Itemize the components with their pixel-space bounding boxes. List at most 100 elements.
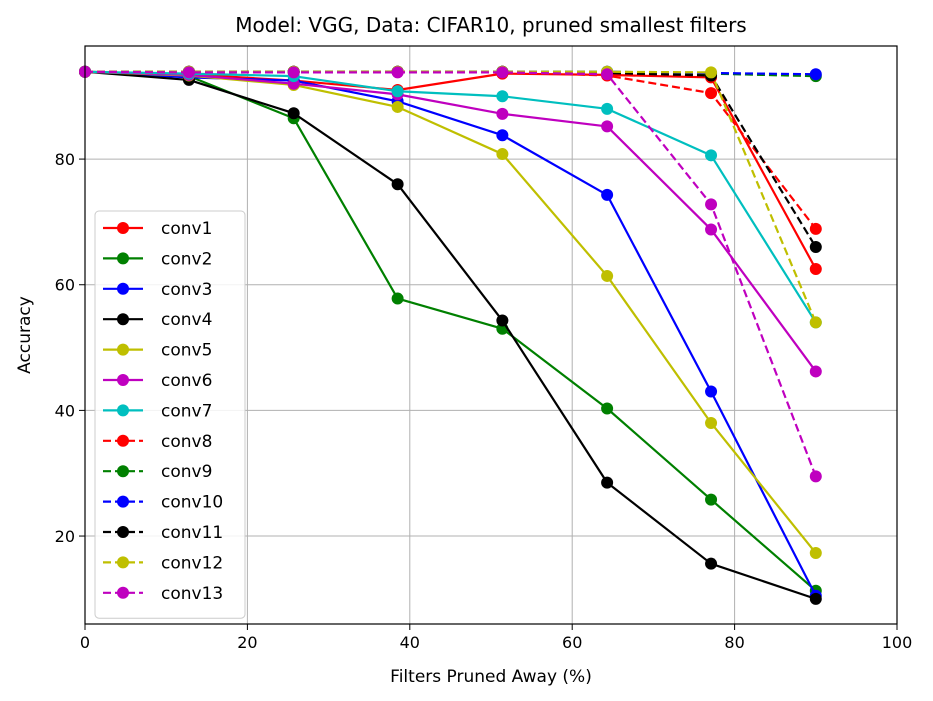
data-point-conv13 (287, 66, 300, 79)
data-point-conv11 (809, 241, 822, 254)
data-point-conv3 (496, 129, 509, 142)
x-tick-label: 100 (882, 633, 913, 652)
legend-swatch-marker (117, 404, 129, 417)
legend-entry-conv11: conv11 (103, 523, 223, 543)
legend-label: conv4 (161, 310, 212, 330)
legend-entry-conv8: conv8 (103, 432, 212, 452)
data-point-conv13 (705, 198, 718, 211)
legend-label: conv11 (161, 523, 223, 543)
legend-label: conv9 (161, 462, 212, 482)
y-tick-label: 60 (55, 276, 75, 295)
data-point-conv12 (705, 66, 718, 79)
legend-swatch-marker (117, 526, 129, 538)
legend-swatch-marker (117, 465, 129, 478)
legend-entry-conv6: conv6 (103, 371, 212, 391)
data-point-conv5 (391, 100, 404, 113)
legend-entry-conv12: conv12 (103, 553, 223, 573)
legend-label: conv13 (161, 584, 223, 604)
legend-entry-conv1: conv1 (103, 219, 212, 239)
legend-swatch-marker (117, 434, 129, 447)
legend-label: conv2 (161, 249, 212, 269)
data-point-conv5 (601, 269, 614, 282)
data-point-conv7 (601, 102, 614, 115)
data-point-conv7 (496, 90, 509, 103)
data-point-conv8 (705, 87, 718, 100)
data-point-conv3 (601, 188, 614, 201)
data-point-conv4 (705, 557, 718, 570)
data-point-conv4 (391, 178, 404, 191)
data-point-conv7 (391, 85, 404, 98)
legend-entry-conv3: conv3 (103, 280, 212, 300)
legend-swatch-marker (117, 586, 129, 599)
data-point-conv2 (391, 292, 404, 305)
x-tick-label: 80 (724, 633, 744, 652)
data-point-conv7 (705, 149, 718, 162)
legend-label: conv5 (161, 341, 212, 361)
legend-label: conv12 (161, 553, 223, 573)
legend-entry-conv10: conv10 (103, 493, 223, 513)
x-tick-label: 60 (562, 633, 582, 652)
data-point-conv3 (705, 385, 718, 398)
series-line-conv7 (84, 70, 817, 324)
legend-swatch-marker (117, 313, 129, 326)
series-line-conv6 (84, 70, 817, 373)
plot-frame (84, 45, 898, 625)
legend: conv1 conv2 conv3 conv4 conv5 conv6 conv7 conv8… (94, 210, 246, 619)
data-point-conv5 (809, 547, 822, 560)
data-point-conv5 (705, 416, 718, 429)
x-tick-label: 0 (80, 633, 90, 652)
data-point-conv13 (391, 66, 404, 79)
x-axis-label: Filters Pruned Away (%) (390, 667, 592, 687)
legend-swatch-marker (117, 252, 129, 265)
legend-swatch-marker (117, 282, 129, 295)
legend-entry-conv13: conv13 (103, 584, 223, 604)
legend-entry-conv2: conv2 (103, 249, 212, 269)
data-point-conv6 (809, 365, 822, 378)
legend-entry-conv4: conv4 (103, 310, 212, 330)
legend-entry-conv5: conv5 (103, 341, 212, 361)
y-tick-label: 20 (55, 527, 75, 546)
data-point-conv6 (705, 223, 718, 236)
data-point-conv13 (601, 68, 614, 81)
legend-label: conv1 (161, 219, 212, 239)
series-line-conv13 (84, 70, 817, 477)
data-point-conv12 (809, 316, 822, 329)
y-tick-label: 80 (55, 150, 75, 169)
series-line-conv2 (84, 70, 817, 592)
data-point-conv4 (809, 592, 822, 605)
series-layer (79, 65, 822, 605)
legend-swatch-marker (117, 556, 129, 569)
data-point-conv13 (809, 470, 822, 483)
data-point-conv6 (496, 107, 509, 120)
legend-swatch-marker (117, 374, 129, 386)
legend-label: conv3 (161, 280, 212, 300)
legend-swatch-marker (117, 343, 129, 356)
data-point-conv4 (496, 314, 509, 327)
data-point-conv4 (601, 476, 614, 489)
series-conv13 (79, 65, 822, 483)
data-point-conv4 (287, 107, 300, 120)
data-point-conv6 (601, 120, 614, 133)
data-point-conv2 (705, 493, 718, 506)
y-tick-label: 40 (55, 401, 75, 420)
y-axis-label: Accuracy (15, 296, 35, 374)
data-point-conv8 (809, 222, 822, 235)
legend-swatch-marker (117, 222, 129, 234)
legend-box (94, 210, 246, 619)
series-line-conv4 (84, 70, 817, 600)
x-tick-label: 40 (400, 633, 420, 652)
legend-label: conv6 (161, 371, 212, 391)
legend-entry-conv9: conv9 (103, 462, 212, 482)
legend-label: conv10 (161, 493, 223, 513)
legend-label: conv8 (161, 432, 212, 452)
data-point-conv10 (809, 68, 822, 81)
legend-entry-conv7: conv7 (103, 401, 212, 421)
legend-swatch-marker (117, 495, 129, 508)
ticks: 0 20 40 60 80 100 20 40 60 80 (55, 150, 913, 652)
legend-label: conv7 (161, 401, 212, 421)
data-point-conv2 (601, 402, 614, 415)
x-tick-label: 20 (237, 633, 257, 652)
data-point-conv13 (496, 66, 509, 79)
